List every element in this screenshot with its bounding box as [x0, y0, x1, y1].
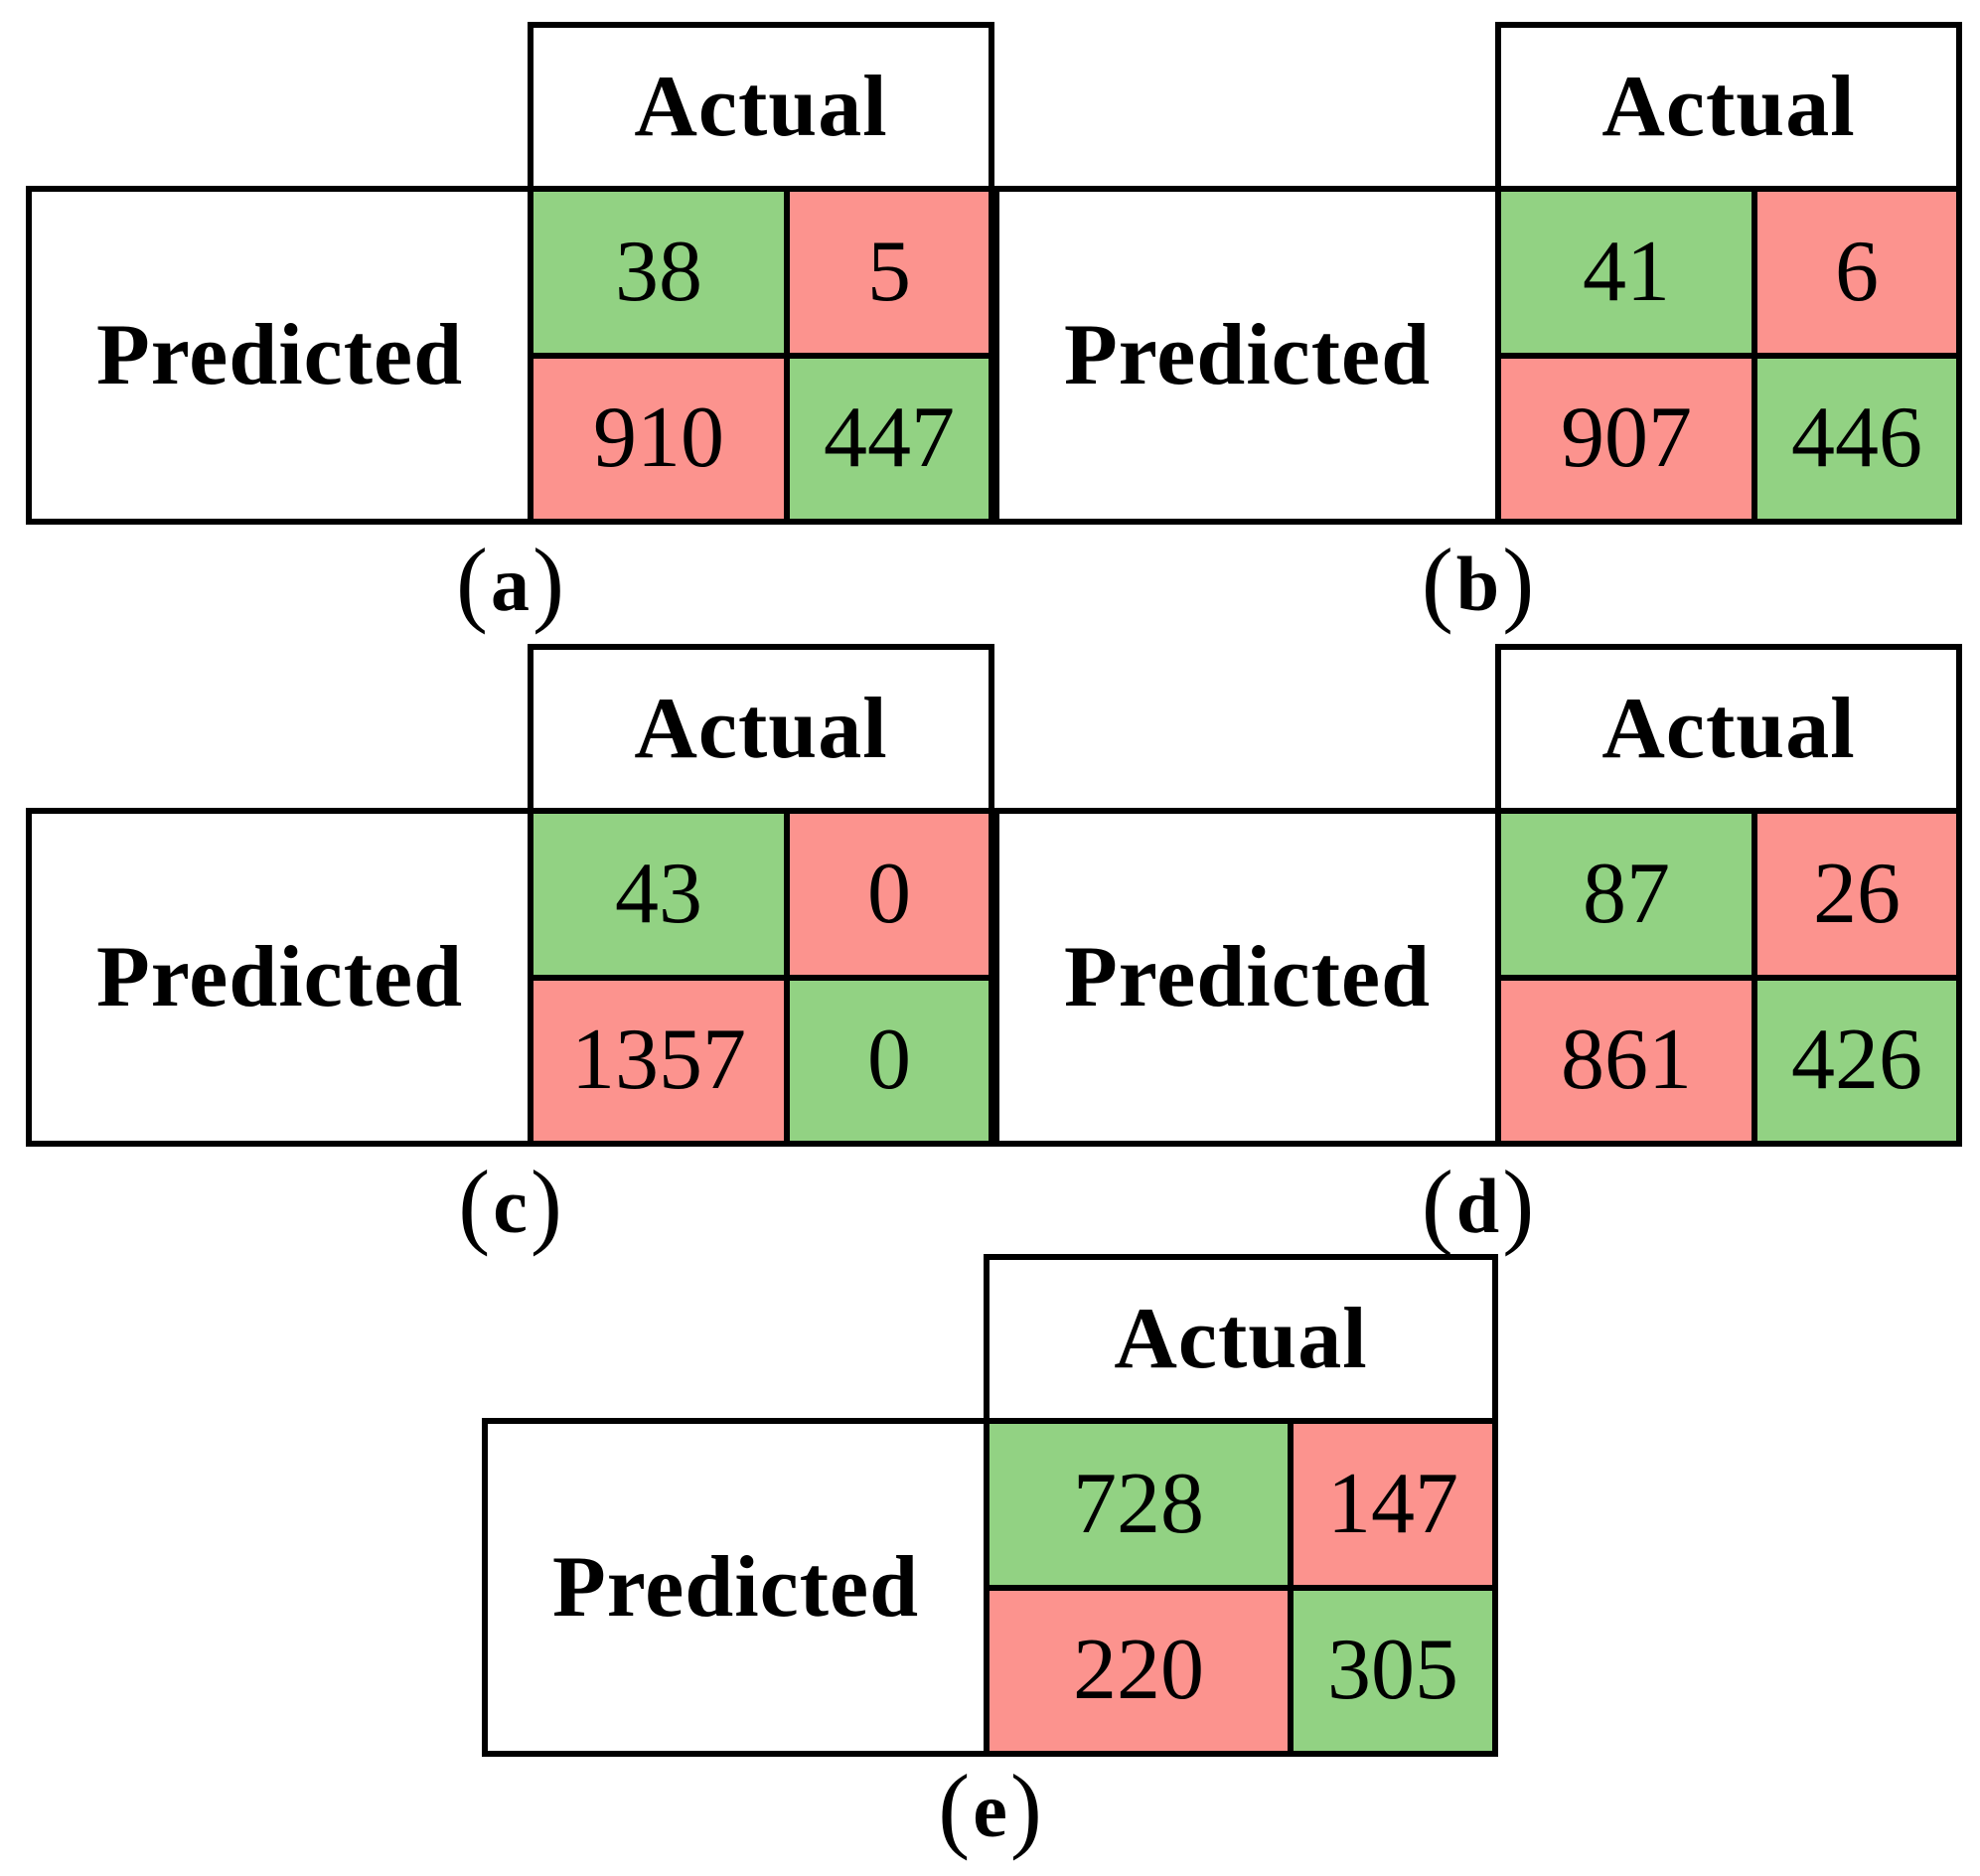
actual-label: Actual — [1114, 1290, 1368, 1387]
confusion-matrix-c: Actual Predicted 43 0 1357 0 (c) — [26, 644, 994, 1266]
confusion-matrix-table-d: Actual Predicted 87 26 861 426 — [993, 644, 1962, 1147]
cell-top-right: 147 — [1288, 1418, 1492, 1585]
actual-header-box: Actual — [528, 644, 994, 814]
actual-label: Actual — [634, 58, 888, 155]
actual-header-box: Actual — [528, 22, 994, 192]
subfigure-caption-e: (e) — [482, 1757, 1498, 1864]
actual-label: Actual — [634, 680, 888, 777]
subfigure-caption-d: (d) — [993, 1147, 1962, 1266]
confusion-matrix-a: Actual Predicted 38 5 910 447 (a) — [26, 22, 994, 644]
confusion-matrix-table-e: Actual Predicted 728 147 220 305 — [482, 1254, 1498, 1757]
confusion-matrix-e: Actual Predicted 728 147 220 305 (e) — [482, 1254, 1498, 1864]
caption-close-paren: ) — [1502, 1151, 1535, 1257]
caption-open-paren: ( — [458, 1151, 491, 1257]
subfigure-caption-b: (b) — [993, 525, 1962, 644]
predicted-header-box: Predicted — [26, 186, 533, 525]
caption-letter-a: a — [491, 541, 530, 627]
caption-open-paren: ( — [938, 1755, 971, 1861]
cell-bottom-right: 305 — [1288, 1584, 1492, 1751]
confusion-matrix-table-a: Actual Predicted 38 5 910 447 — [26, 22, 994, 525]
actual-header-box: Actual — [984, 1254, 1498, 1424]
cell-bottom-right: 0 — [784, 974, 989, 1141]
cell-bottom-right: 426 — [1752, 974, 1956, 1141]
predicted-header-box: Predicted — [993, 186, 1501, 525]
caption-letter-e: e — [973, 1767, 1007, 1853]
matrix-grid: 41 6 907 446 — [1495, 186, 1962, 525]
cell-bottom-left: 1357 — [528, 974, 784, 1141]
predicted-label: Predicted — [1063, 306, 1432, 403]
caption-close-paren: ) — [530, 1151, 562, 1257]
actual-header-box: Actual — [1495, 644, 1962, 814]
cell-bottom-right: 447 — [784, 352, 989, 519]
caption-letter-c: c — [493, 1163, 528, 1249]
caption-close-paren: ) — [533, 529, 564, 635]
actual-label: Actual — [1601, 58, 1856, 155]
cell-bottom-left: 220 — [984, 1584, 1288, 1751]
actual-label: Actual — [1601, 680, 1856, 777]
predicted-label: Predicted — [95, 928, 464, 1025]
confusion-matrix-table-c: Actual Predicted 43 0 1357 0 — [26, 644, 994, 1147]
confusion-matrix-d: Actual Predicted 87 26 861 426 (d) — [993, 644, 1962, 1266]
predicted-label: Predicted — [551, 1538, 920, 1636]
confusion-matrix-b: Actual Predicted 41 6 907 446 (b) — [993, 22, 1962, 644]
confusion-matrix-table-b: Actual Predicted 41 6 907 446 — [993, 22, 1962, 525]
caption-close-paren: ) — [1502, 529, 1535, 635]
cell-top-left: 41 — [1495, 186, 1752, 353]
cell-top-left: 87 — [1495, 808, 1752, 975]
cell-top-left: 728 — [984, 1418, 1288, 1585]
predicted-label: Predicted — [95, 306, 464, 403]
cell-bottom-right: 446 — [1752, 352, 1956, 519]
caption-open-paren: ( — [1421, 529, 1453, 635]
subfigure-caption-a: (a) — [26, 525, 994, 644]
cell-top-left: 38 — [528, 186, 784, 353]
caption-letter-b: b — [1455, 541, 1500, 627]
caption-open-paren: ( — [1421, 1151, 1453, 1257]
matrix-grid: 728 147 220 305 — [984, 1418, 1498, 1757]
cell-top-right: 6 — [1752, 186, 1956, 353]
matrix-grid: 87 26 861 426 — [1495, 808, 1962, 1147]
cell-top-right: 5 — [784, 186, 989, 353]
predicted-label: Predicted — [1063, 928, 1432, 1025]
cell-top-right: 26 — [1752, 808, 1956, 975]
subfigure-caption-c: (c) — [26, 1147, 994, 1266]
caption-letter-d: d — [1455, 1163, 1500, 1249]
cell-top-right: 0 — [784, 808, 989, 975]
cell-bottom-left: 910 — [528, 352, 784, 519]
predicted-header-box: Predicted — [993, 808, 1501, 1147]
cell-top-left: 43 — [528, 808, 784, 975]
predicted-header-box: Predicted — [482, 1418, 990, 1757]
matrix-grid: 43 0 1357 0 — [528, 808, 994, 1147]
actual-header-box: Actual — [1495, 22, 1962, 192]
matrix-grid: 38 5 910 447 — [528, 186, 994, 525]
cell-bottom-left: 907 — [1495, 352, 1752, 519]
caption-close-paren: ) — [1009, 1755, 1042, 1861]
caption-open-paren: ( — [456, 529, 488, 635]
predicted-header-box: Predicted — [26, 808, 533, 1147]
cell-bottom-left: 861 — [1495, 974, 1752, 1141]
